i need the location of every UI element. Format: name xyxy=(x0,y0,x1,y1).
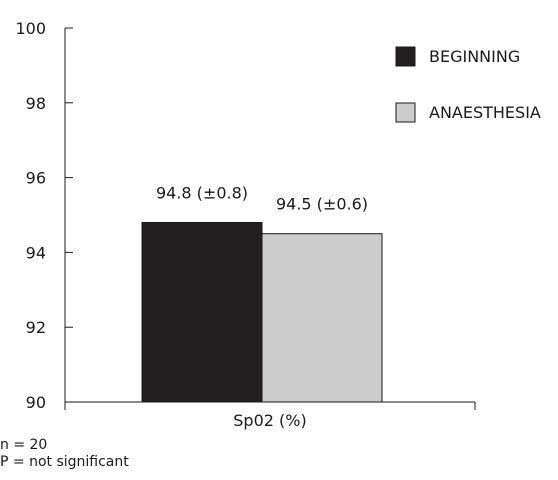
legend-swatch-beginning xyxy=(395,46,416,67)
sample-size-note: n = 20 xyxy=(0,437,48,453)
y-tick-label: 98 xyxy=(26,94,46,113)
bars: 94.8 (±0.8) 94.5 (±0.6) xyxy=(141,183,383,403)
significance-note: P = not significant xyxy=(0,454,129,470)
x-axis-label: Sp02 (%) xyxy=(233,411,306,430)
legend-swatch-anaesthesia xyxy=(395,102,416,123)
y-tick-label: 90 xyxy=(26,393,46,412)
y-tick-label: 94 xyxy=(26,243,46,262)
bar-anaesthesia xyxy=(261,233,383,403)
y-tick-label: 96 xyxy=(26,169,46,188)
bar-beginning xyxy=(141,221,263,403)
y-axis: 90 92 94 96 98 100 xyxy=(15,19,73,412)
y-tick-label: 100 xyxy=(15,19,46,38)
legend-label-anaesthesia: ANAESTHESIA xyxy=(429,103,541,122)
y-tick-label: 92 xyxy=(26,318,46,337)
x-axis: Sp02 (%) xyxy=(64,401,476,430)
legend-label-beginning: BEGINNING xyxy=(429,47,520,66)
data-label-anaesthesia: 94.5 (±0.6) xyxy=(276,195,368,214)
data-label-beginning: 94.8 (±0.8) xyxy=(156,183,248,202)
legend: BEGINNING ANAESTHESIA xyxy=(395,46,541,123)
footnotes: n = 20 P = not significant xyxy=(0,437,129,471)
